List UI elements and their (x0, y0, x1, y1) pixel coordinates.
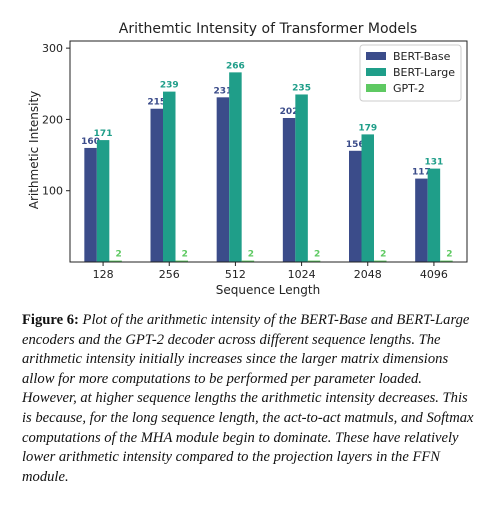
data-label: 2 (115, 250, 121, 260)
legend-swatch (366, 68, 386, 76)
bar (282, 117, 296, 262)
legend-swatch (366, 52, 386, 60)
bar (150, 108, 163, 263)
data-label: 266 (226, 61, 245, 71)
caption-label: Figure 6: (22, 312, 79, 328)
bar (84, 147, 97, 262)
x-tick-label: 256 (159, 268, 180, 281)
x-tick-label: 2048 (354, 268, 382, 281)
legend: BERT-Base BERT-Large GPT-2 (359, 44, 462, 102)
bar (427, 168, 441, 262)
figure-caption: Figure 6: Plot of the arithmetic intensi… (22, 311, 477, 487)
bar (349, 150, 362, 262)
data-label: 2 (380, 250, 386, 260)
legend-entry: BERT-Base (393, 50, 451, 63)
y-tick-label: 300 (42, 42, 63, 55)
y-tick-label: 200 (42, 113, 63, 126)
plot-frame (69, 40, 468, 263)
data-label: 202 (280, 107, 299, 117)
data-label: 160 (81, 137, 100, 147)
legend-swatch (366, 84, 386, 92)
bar-chart: Arithemtic Intensity of Transformer Mode… (27, 21, 468, 297)
bar (440, 260, 453, 262)
bar (241, 260, 255, 262)
bar (109, 260, 122, 262)
x-axis-label: Sequence Length (216, 283, 320, 297)
data-label: 179 (358, 123, 377, 133)
data-label: 2 (314, 250, 320, 260)
axes-group: 128 256 512 1024 2048 4096 100 200 300 (42, 40, 468, 281)
x-tick-label: 512 (225, 268, 246, 281)
x-tick-label: 128 (93, 268, 114, 281)
data-label: 2 (248, 250, 254, 260)
bar (175, 260, 188, 262)
chart-title: Arithemtic Intensity of Transformer Mode… (119, 21, 417, 37)
y-axis-label: Arithmetic Intensity (27, 91, 41, 210)
x-tick-label: 1024 (288, 268, 316, 281)
data-label: 235 (292, 83, 311, 93)
data-label: 156 (346, 140, 365, 150)
bar (361, 134, 374, 262)
data-label: 2 (446, 250, 452, 260)
y-tick-label: 100 (42, 185, 63, 198)
data-label: 231 (214, 86, 233, 96)
legend-entry: GPT-2 (393, 82, 425, 95)
data-label: 117 (412, 168, 431, 178)
data-label: 215 (147, 98, 166, 108)
legend-entry: BERT-Large (393, 66, 455, 79)
bar (374, 260, 387, 262)
bar (295, 94, 308, 262)
data-label: 171 (94, 129, 113, 139)
bar (307, 260, 321, 262)
data-label: 2 (182, 250, 188, 260)
caption-text: Plot of the arithmetic intensity of the … (22, 312, 474, 485)
bar (96, 140, 110, 262)
x-tick-label: 4096 (420, 268, 448, 281)
bar (415, 178, 428, 262)
bar (229, 72, 242, 263)
bar (163, 91, 176, 263)
data-label: 239 (160, 81, 179, 91)
bar (216, 97, 230, 262)
data-label: 131 (425, 158, 444, 168)
